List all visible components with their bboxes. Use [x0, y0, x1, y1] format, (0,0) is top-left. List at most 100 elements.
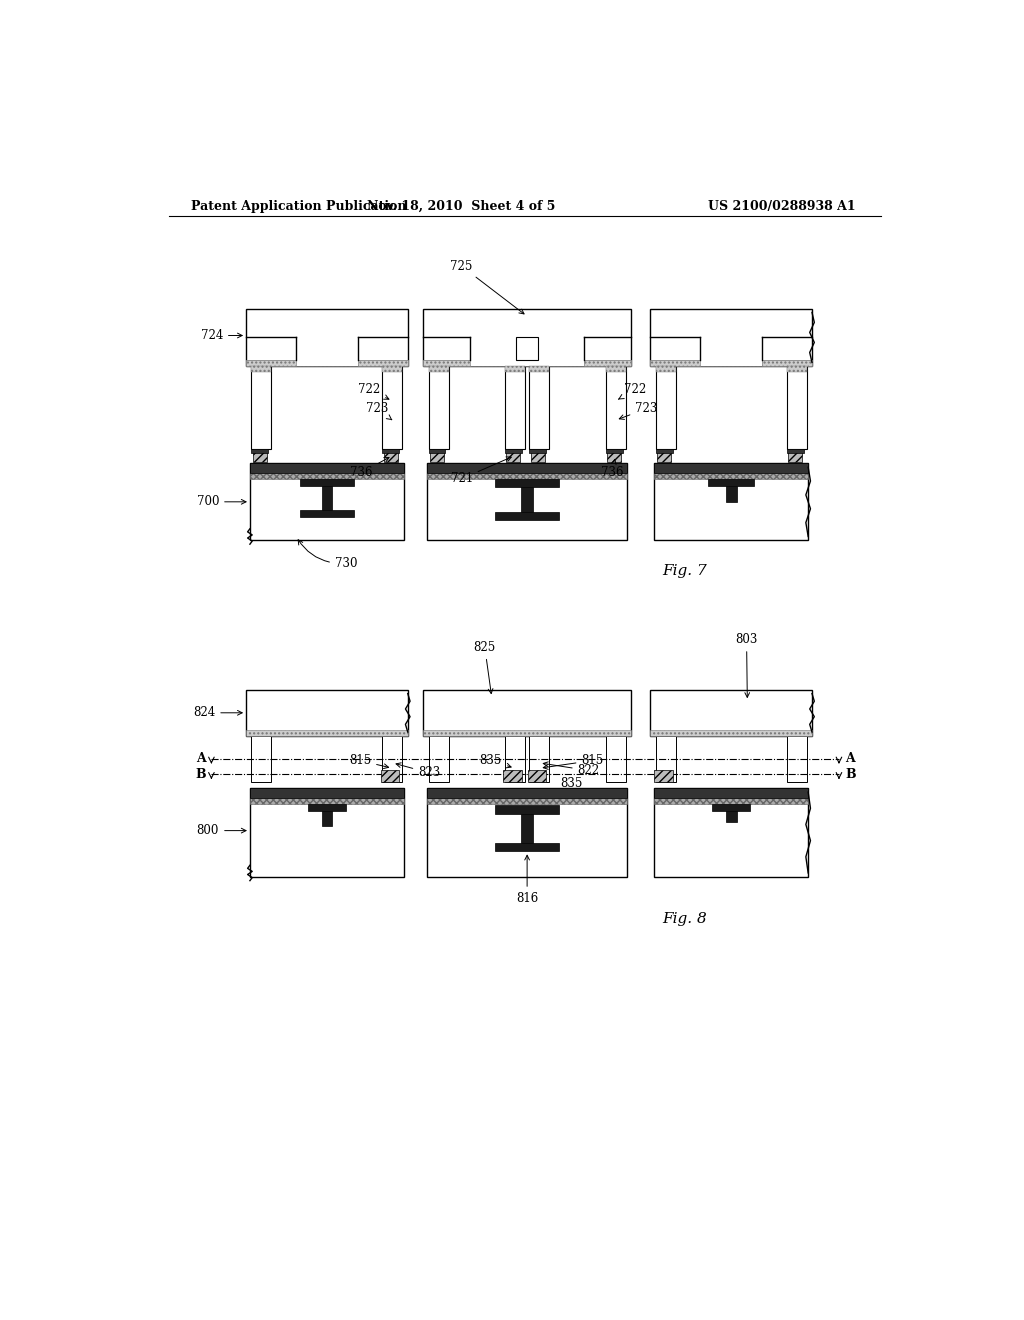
Bar — [296, 337, 357, 367]
Bar — [322, 810, 333, 826]
Bar — [427, 788, 628, 797]
Bar — [357, 360, 408, 367]
Bar — [531, 449, 545, 462]
Bar — [253, 449, 267, 462]
Bar — [246, 360, 296, 367]
Bar — [503, 770, 521, 781]
Bar — [657, 449, 671, 462]
Bar — [382, 367, 402, 372]
Text: 736: 736 — [600, 459, 623, 479]
Bar — [250, 463, 403, 473]
Bar — [427, 463, 628, 473]
Bar — [382, 449, 399, 453]
Bar — [505, 449, 521, 453]
Text: 736: 736 — [350, 458, 389, 479]
Bar — [712, 804, 751, 810]
Bar — [516, 337, 538, 360]
Bar — [650, 689, 812, 737]
Bar — [786, 449, 804, 453]
Bar — [654, 788, 808, 797]
Bar — [605, 449, 623, 453]
Text: A: A — [845, 752, 855, 766]
Text: 803: 803 — [735, 634, 758, 697]
Bar — [252, 449, 268, 453]
Bar — [726, 487, 736, 502]
Bar — [654, 788, 808, 876]
Bar — [322, 487, 333, 510]
Bar — [427, 463, 628, 540]
Text: 822: 822 — [544, 762, 600, 777]
Text: 816: 816 — [516, 855, 539, 906]
Bar — [505, 367, 525, 372]
Bar — [786, 737, 807, 781]
Text: Fig. 8: Fig. 8 — [663, 912, 708, 927]
Bar — [384, 449, 397, 462]
Bar — [650, 360, 700, 367]
Text: B: B — [845, 768, 856, 781]
Bar — [585, 360, 631, 367]
Bar — [429, 367, 449, 449]
Bar — [650, 730, 812, 737]
Bar — [788, 449, 802, 462]
Text: 800: 800 — [197, 824, 246, 837]
Bar — [528, 770, 547, 781]
Bar — [521, 813, 534, 843]
Text: 835: 835 — [479, 754, 511, 768]
Bar — [307, 804, 346, 810]
Bar — [529, 449, 547, 453]
Text: 815: 815 — [349, 754, 388, 768]
Bar — [607, 449, 621, 462]
Bar — [429, 737, 449, 781]
Text: 815: 815 — [544, 754, 604, 770]
Bar — [246, 730, 408, 737]
Bar — [529, 367, 550, 372]
Text: 725: 725 — [451, 260, 524, 314]
Bar — [762, 360, 812, 367]
Bar — [250, 473, 403, 479]
Bar — [423, 360, 470, 367]
Bar — [381, 770, 399, 781]
Text: 723: 723 — [620, 403, 657, 420]
Bar — [655, 737, 676, 781]
Bar — [700, 337, 762, 367]
Bar — [252, 737, 271, 781]
Bar — [655, 449, 673, 453]
Bar — [654, 770, 673, 781]
Bar — [246, 689, 408, 737]
Bar — [300, 510, 354, 517]
Bar — [786, 367, 807, 372]
Text: 835: 835 — [560, 777, 583, 791]
Text: 724: 724 — [201, 329, 243, 342]
Bar — [654, 797, 808, 804]
Bar — [605, 737, 626, 781]
Bar — [250, 463, 403, 540]
Bar — [495, 843, 559, 851]
Bar — [650, 309, 812, 367]
Bar — [786, 367, 807, 449]
Text: Fig. 7: Fig. 7 — [663, 564, 708, 578]
Text: 722: 722 — [358, 383, 389, 399]
Bar — [655, 367, 676, 372]
Text: Nov. 18, 2010  Sheet 4 of 5: Nov. 18, 2010 Sheet 4 of 5 — [368, 199, 556, 213]
Bar — [429, 367, 449, 372]
Bar — [655, 367, 676, 449]
Bar — [605, 367, 626, 372]
Bar — [423, 360, 631, 367]
Bar — [495, 805, 559, 813]
Bar — [529, 367, 550, 449]
Bar — [300, 479, 354, 487]
Text: 722: 722 — [618, 383, 646, 399]
Bar — [529, 737, 550, 781]
Bar — [252, 367, 271, 372]
Bar — [427, 797, 628, 804]
Bar — [250, 788, 403, 797]
Bar — [250, 797, 403, 804]
Bar — [650, 360, 812, 367]
Text: 825: 825 — [474, 640, 496, 693]
Bar — [654, 473, 808, 479]
Bar — [708, 479, 755, 487]
Bar — [246, 309, 408, 367]
Bar — [506, 449, 520, 462]
Bar — [427, 473, 628, 479]
Bar — [252, 367, 271, 449]
